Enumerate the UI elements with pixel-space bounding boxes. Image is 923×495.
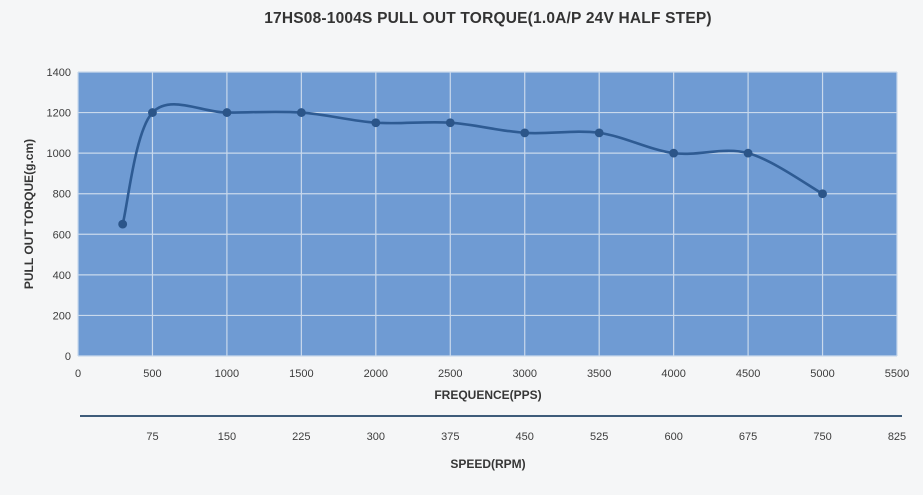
x-tick-label: 2000	[364, 368, 388, 380]
speed-axis-title: SPEED(RPM)	[450, 457, 525, 471]
y-tick-label: 1400	[47, 67, 71, 79]
x-tick-label: 500	[143, 368, 161, 380]
speed-tick-label: 525	[590, 431, 608, 443]
y-tick-label: 200	[53, 310, 71, 322]
x-tick-label: 1500	[289, 368, 313, 380]
speed-tick-label: 225	[292, 431, 310, 443]
plot-area	[78, 72, 897, 356]
x-tick-label: 1000	[215, 368, 239, 380]
x-tick-label: 3000	[512, 368, 536, 380]
x-tick-label: 0	[75, 368, 81, 380]
speed-tick-label: 675	[739, 431, 757, 443]
y-tick-label: 400	[53, 270, 71, 282]
data-point	[520, 128, 530, 138]
y-tick-label: 0	[65, 351, 71, 363]
data-point	[669, 148, 679, 158]
y-tick-label: 600	[53, 229, 71, 241]
data-point	[118, 219, 128, 229]
x-tick-label: 4500	[736, 368, 760, 380]
x-tick-label: 4000	[661, 368, 685, 380]
chart-title: 17HS08-1004S PULL OUT TORQUE(1.0A/P 24V …	[264, 10, 712, 27]
data-point	[445, 118, 455, 128]
y-axis-title: PULL OUT TORQUE(g.cm)	[22, 139, 36, 289]
speed-tick-label: 75	[146, 431, 158, 443]
x-axis-title: FREQUENCE(PPS)	[434, 388, 541, 402]
x-tick-label: 5000	[810, 368, 834, 380]
x-tick-label: 2500	[438, 368, 462, 380]
data-point	[818, 189, 827, 199]
y-tick-label: 1200	[47, 108, 71, 120]
data-point	[296, 108, 306, 117]
data-point	[371, 118, 381, 128]
speed-tick-label: 375	[441, 431, 459, 443]
speed-tick-label: 600	[664, 431, 682, 443]
x-tick-label: 5500	[885, 368, 909, 380]
x-tick-label: 3500	[587, 368, 611, 380]
speed-tick-label: 450	[516, 431, 534, 443]
speed-tick-label: 750	[813, 431, 831, 443]
y-tick-label: 1000	[47, 148, 71, 160]
data-point	[148, 108, 157, 117]
y-tick-label: 800	[53, 189, 71, 201]
plot-layer: 0 200 400 600 800 1000 1200 1400 0 500 1000 1500 200…	[47, 67, 910, 443]
data-point	[222, 108, 232, 117]
speed-tick-label: 150	[218, 431, 236, 443]
speed-tick-label: 300	[367, 431, 385, 443]
speed-tick-label: 825	[888, 431, 906, 443]
data-point	[594, 128, 604, 138]
data-point	[743, 148, 753, 158]
